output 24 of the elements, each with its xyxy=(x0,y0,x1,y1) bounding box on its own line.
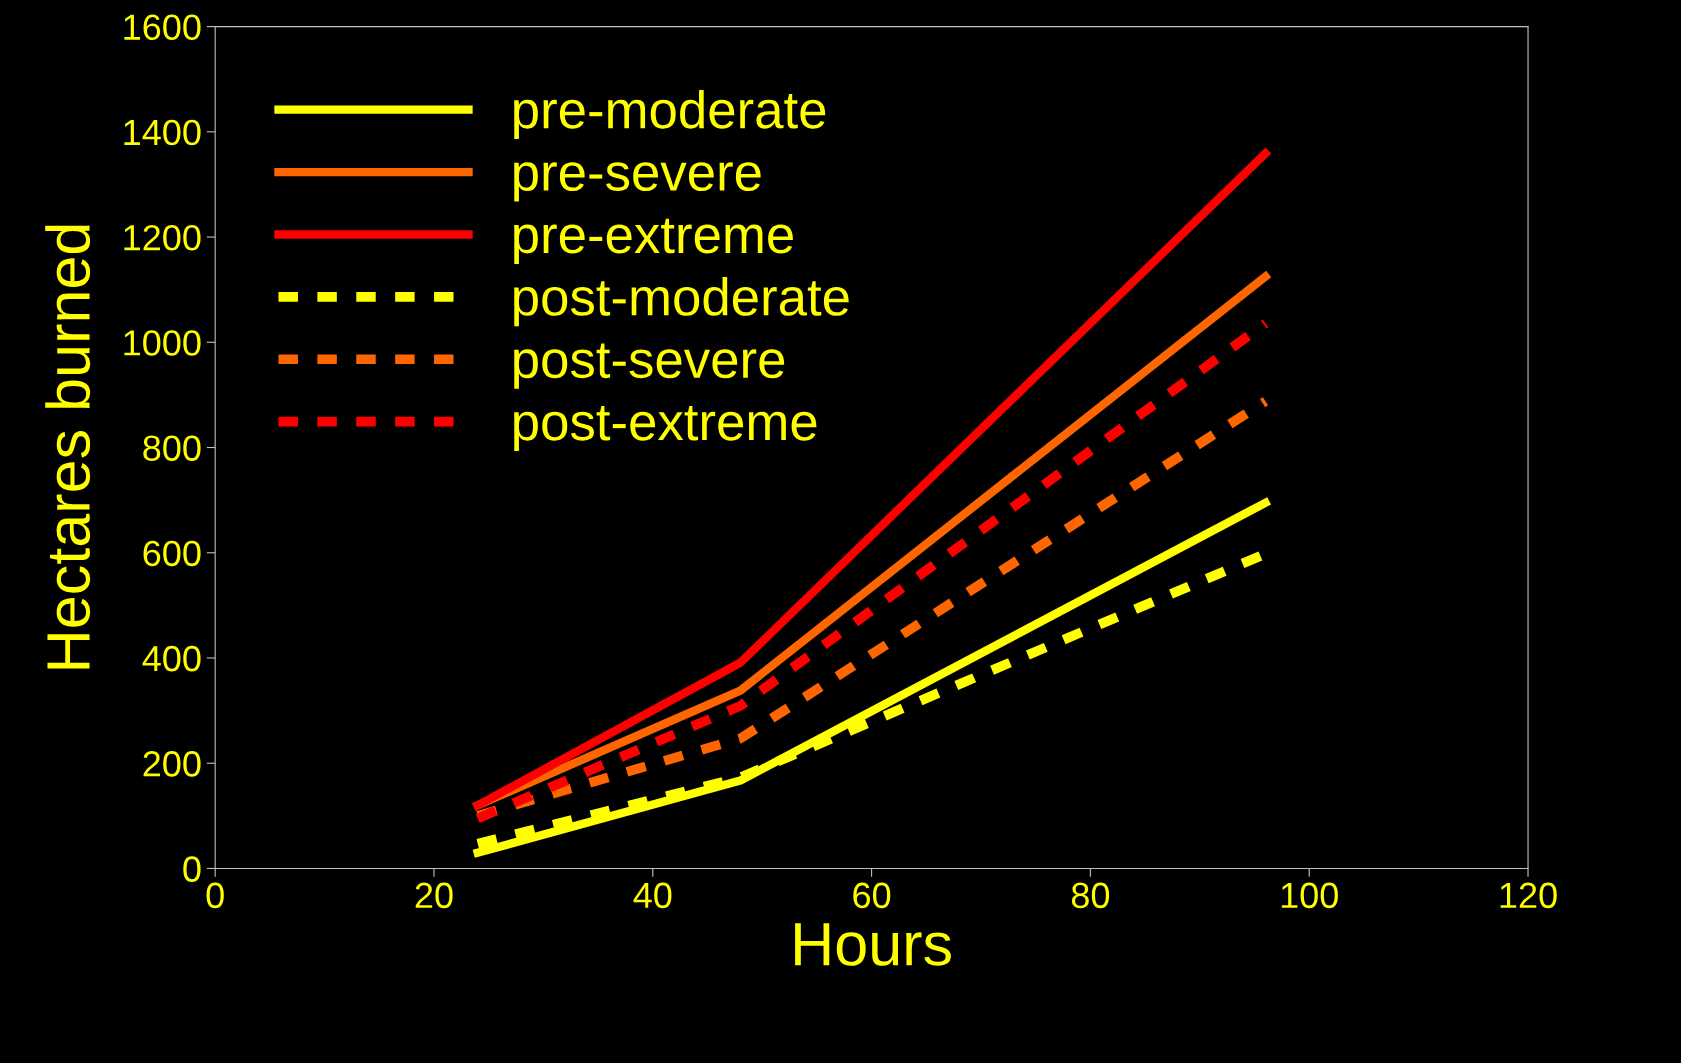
legend-label: pre-moderate xyxy=(514,89,826,140)
y-tick-label: 600 xyxy=(143,540,201,567)
y-tick-label: 1200 xyxy=(124,224,201,251)
legend-label: post-severe xyxy=(514,343,785,389)
legend-label: post-moderate xyxy=(514,277,849,327)
y-tick-label: 0 xyxy=(183,856,201,882)
y-axis-title: Hectares burned xyxy=(45,225,91,669)
x-tick-label: 120 xyxy=(1500,882,1557,909)
x-axis-title: Hours xyxy=(795,923,951,966)
legend-label: pre-severe xyxy=(514,162,761,202)
y-tick-label: 1400 xyxy=(124,119,201,146)
legend-label: post-extreme xyxy=(514,406,817,452)
x-tick-label: 40 xyxy=(633,882,672,909)
y-tick-label: 200 xyxy=(143,751,201,777)
y-tick-label: 1000 xyxy=(124,330,201,356)
x-tick-label: 60 xyxy=(853,882,891,909)
x-tick-label: 80 xyxy=(1071,882,1110,909)
x-tick-label: 0 xyxy=(206,882,224,909)
y-tick-label: 1600 xyxy=(124,14,201,41)
x-tick-label: 100 xyxy=(1281,882,1338,909)
y-tick-label: 400 xyxy=(142,645,201,672)
y-tick-label: 800 xyxy=(143,435,201,461)
legend-label: pre-extreme xyxy=(514,218,793,264)
x-tick-label: 20 xyxy=(415,882,453,909)
